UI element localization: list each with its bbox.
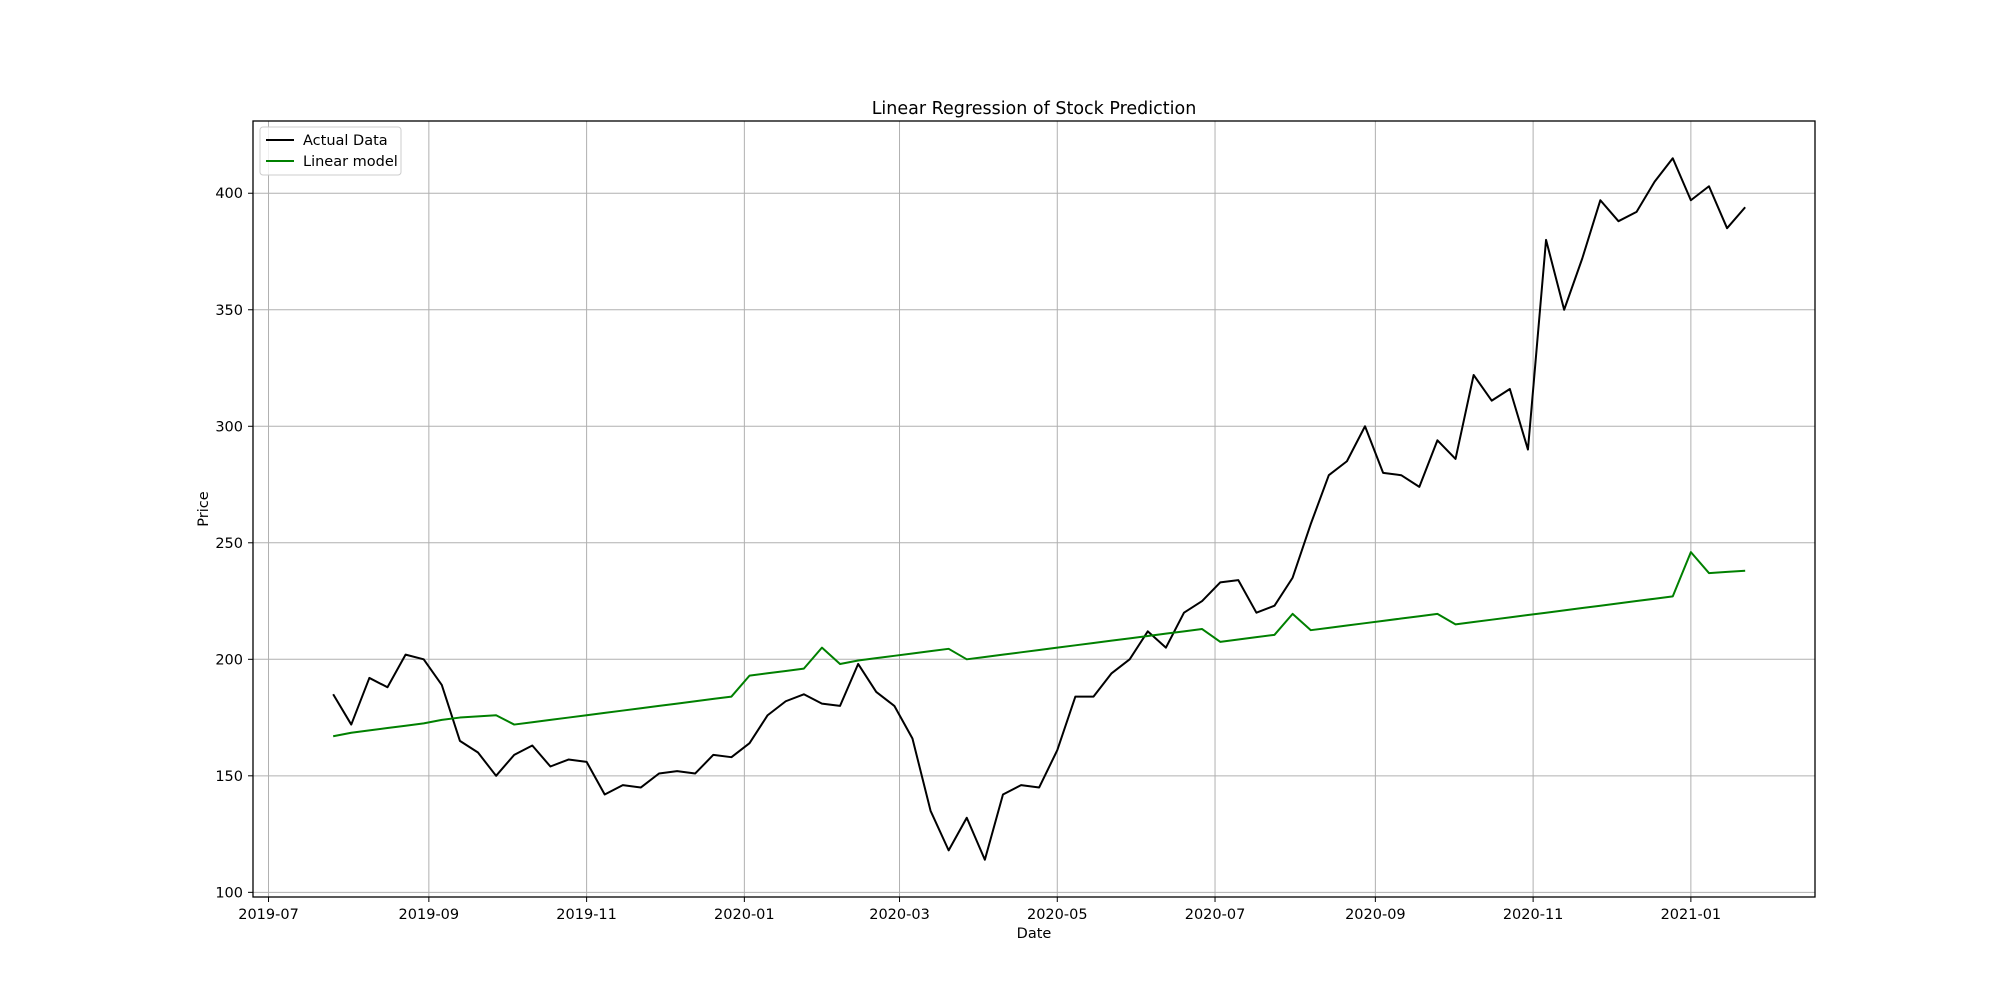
- y-tick-label: 250: [215, 536, 243, 552]
- y-tick-label: 100: [215, 885, 243, 901]
- x-axis-label: Date: [1017, 926, 1052, 942]
- y-tick-label: 300: [215, 419, 243, 435]
- x-tick-label: 2020-03: [869, 907, 930, 923]
- x-tick-label: 2020-01: [714, 907, 775, 923]
- x-tick-label: 2020-07: [1185, 907, 1246, 923]
- legend-box: [259, 126, 402, 176]
- y-tick-label: 400: [215, 186, 243, 202]
- x-tick-label: 2020-05: [1027, 907, 1088, 923]
- series-line-linear-model: [332, 551, 1746, 738]
- y-tick-label: 350: [215, 303, 243, 319]
- y-tick-label: 200: [215, 652, 243, 668]
- axis-ticks: 2019-07 2019-09 2019-11 2020-01 2020-03 2020-…: [215, 186, 1721, 923]
- x-tick-label: 2019-07: [238, 907, 299, 923]
- legend-label-actual-data: Actual Data: [303, 133, 388, 149]
- y-tick-label: 150: [215, 769, 243, 785]
- x-tick-label: 2019-11: [556, 907, 617, 923]
- plot-frame: [252, 120, 1816, 898]
- x-tick-label: 2019-09: [399, 907, 460, 923]
- y-axis-label: Price: [196, 491, 212, 526]
- legend-label-linear-model: Linear model: [303, 154, 398, 170]
- x-tick-label: 2020-09: [1345, 907, 1406, 923]
- chart-title: Linear Regression of Stock Prediction: [872, 99, 1197, 119]
- series-line-actual-data: [332, 157, 1746, 861]
- grid-lines: [253, 121, 1815, 897]
- legend: Actual Data Linear model: [259, 126, 402, 176]
- x-tick-label: 2021-01: [1661, 907, 1722, 923]
- x-tick-label: 2020-11: [1503, 907, 1564, 923]
- series-layer: [332, 157, 1746, 861]
